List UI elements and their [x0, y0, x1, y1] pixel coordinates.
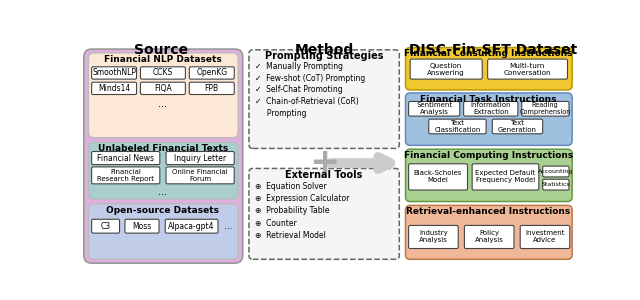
Text: Minds14: Minds14 — [98, 84, 130, 93]
Text: Source: Source — [134, 43, 188, 57]
FancyBboxPatch shape — [406, 149, 572, 202]
Text: Policy
Analysis: Policy Analysis — [475, 230, 504, 244]
Text: Financial Consulting Instructions: Financial Consulting Instructions — [404, 49, 573, 58]
Text: SmoothNLP: SmoothNLP — [92, 68, 136, 77]
Text: ⊕  Equation Solver: ⊕ Equation Solver — [255, 182, 327, 191]
Text: Open-source Datasets: Open-source Datasets — [106, 206, 220, 214]
FancyBboxPatch shape — [88, 142, 238, 199]
Text: ✓  Manually Prompting: ✓ Manually Prompting — [255, 62, 343, 71]
Text: Information
Extraction: Information Extraction — [470, 102, 511, 115]
Text: Text
Classification: Text Classification — [434, 120, 481, 133]
FancyBboxPatch shape — [249, 168, 399, 259]
Text: Prompting: Prompting — [255, 109, 307, 118]
Text: Retrieval-enhanced Instructions: Retrieval-enhanced Instructions — [406, 207, 570, 216]
Text: FIQA: FIQA — [154, 84, 172, 93]
FancyBboxPatch shape — [543, 179, 569, 190]
FancyBboxPatch shape — [189, 82, 234, 94]
FancyBboxPatch shape — [472, 164, 539, 190]
Text: ⊕  Retrieval Model: ⊕ Retrieval Model — [255, 231, 326, 240]
Text: ✓  Chain-of-Retrieval (CoR): ✓ Chain-of-Retrieval (CoR) — [255, 97, 359, 106]
FancyBboxPatch shape — [492, 119, 543, 134]
Text: Online Financial
Forum: Online Financial Forum — [172, 169, 228, 182]
Text: Financial Computing Instructions: Financial Computing Instructions — [404, 151, 573, 160]
Text: Inquiry Letter: Inquiry Letter — [174, 154, 226, 163]
Text: Statistics: Statistics — [541, 182, 570, 187]
Text: External Tools: External Tools — [285, 169, 363, 180]
Text: OpenKG: OpenKG — [196, 68, 227, 77]
FancyBboxPatch shape — [140, 82, 186, 94]
Text: Question
Answering: Question Answering — [427, 63, 465, 76]
Text: Alpaca-gpt4: Alpaca-gpt4 — [168, 222, 215, 231]
FancyArrowPatch shape — [331, 157, 390, 169]
FancyBboxPatch shape — [543, 166, 569, 177]
FancyBboxPatch shape — [406, 93, 572, 145]
Text: Prompting Strategies: Prompting Strategies — [265, 51, 383, 61]
Text: Financial Task Instructions: Financial Task Instructions — [420, 94, 557, 103]
FancyBboxPatch shape — [408, 225, 458, 248]
Text: Method: Method — [294, 43, 354, 57]
FancyBboxPatch shape — [189, 67, 234, 79]
FancyBboxPatch shape — [408, 101, 460, 116]
Text: CCKS: CCKS — [153, 68, 173, 77]
Text: +: + — [309, 146, 339, 180]
Text: Financial
Research Report: Financial Research Report — [97, 169, 154, 182]
Text: ...: ... — [159, 99, 168, 109]
FancyBboxPatch shape — [410, 59, 482, 79]
Text: Unlabeled Financial Texts: Unlabeled Financial Texts — [98, 144, 228, 153]
Text: Reading
Comprehension: Reading Comprehension — [519, 102, 571, 115]
FancyBboxPatch shape — [88, 204, 238, 259]
FancyBboxPatch shape — [522, 101, 569, 116]
FancyBboxPatch shape — [125, 219, 159, 233]
FancyBboxPatch shape — [406, 47, 572, 90]
Text: Investment
Advice: Investment Advice — [525, 230, 564, 244]
FancyBboxPatch shape — [406, 206, 572, 259]
FancyBboxPatch shape — [92, 67, 136, 79]
FancyBboxPatch shape — [488, 59, 568, 79]
Text: ⊕  Probability Table: ⊕ Probability Table — [255, 206, 330, 215]
FancyBboxPatch shape — [166, 152, 234, 165]
Text: Sentiment
Analysis: Sentiment Analysis — [416, 102, 452, 115]
FancyBboxPatch shape — [165, 219, 218, 233]
Text: Industry
Analysis: Industry Analysis — [419, 230, 448, 244]
Text: Text
Generation: Text Generation — [498, 120, 536, 133]
Text: Multi-turn
Conversation: Multi-turn Conversation — [504, 63, 551, 76]
Text: ✓  Self-Chat Promoting: ✓ Self-Chat Promoting — [255, 85, 343, 94]
Text: ...: ... — [224, 222, 232, 231]
FancyBboxPatch shape — [84, 49, 243, 263]
FancyBboxPatch shape — [92, 82, 136, 94]
FancyBboxPatch shape — [249, 50, 399, 148]
FancyBboxPatch shape — [408, 164, 467, 190]
FancyBboxPatch shape — [463, 101, 518, 116]
FancyBboxPatch shape — [166, 167, 234, 184]
Text: Financial NLP Datasets: Financial NLP Datasets — [104, 56, 222, 64]
Text: FPB: FPB — [205, 84, 219, 93]
FancyBboxPatch shape — [88, 53, 238, 138]
Text: Black-Scholes
Model: Black-Scholes Model — [414, 170, 462, 183]
FancyBboxPatch shape — [92, 152, 160, 165]
Text: DISC-Fin-SFT Dataset: DISC-Fin-SFT Dataset — [409, 43, 577, 57]
Text: Financial News: Financial News — [97, 154, 154, 163]
Text: Expected Default
Frequency Model: Expected Default Frequency Model — [476, 170, 536, 183]
FancyBboxPatch shape — [520, 225, 570, 248]
Text: C3: C3 — [100, 222, 111, 231]
Text: ...: ... — [159, 187, 168, 197]
FancyBboxPatch shape — [465, 225, 514, 248]
FancyBboxPatch shape — [140, 67, 186, 79]
Text: ✓  Few-shot (CoT) Prompting: ✓ Few-shot (CoT) Prompting — [255, 74, 365, 83]
FancyBboxPatch shape — [429, 119, 486, 134]
FancyBboxPatch shape — [92, 219, 120, 233]
Text: ⊕  Expression Calculator: ⊕ Expression Calculator — [255, 194, 349, 203]
Text: Moss: Moss — [132, 222, 152, 231]
Text: Accounting: Accounting — [538, 169, 573, 174]
Text: ⊕  Counter: ⊕ Counter — [255, 219, 297, 228]
FancyBboxPatch shape — [92, 167, 160, 184]
